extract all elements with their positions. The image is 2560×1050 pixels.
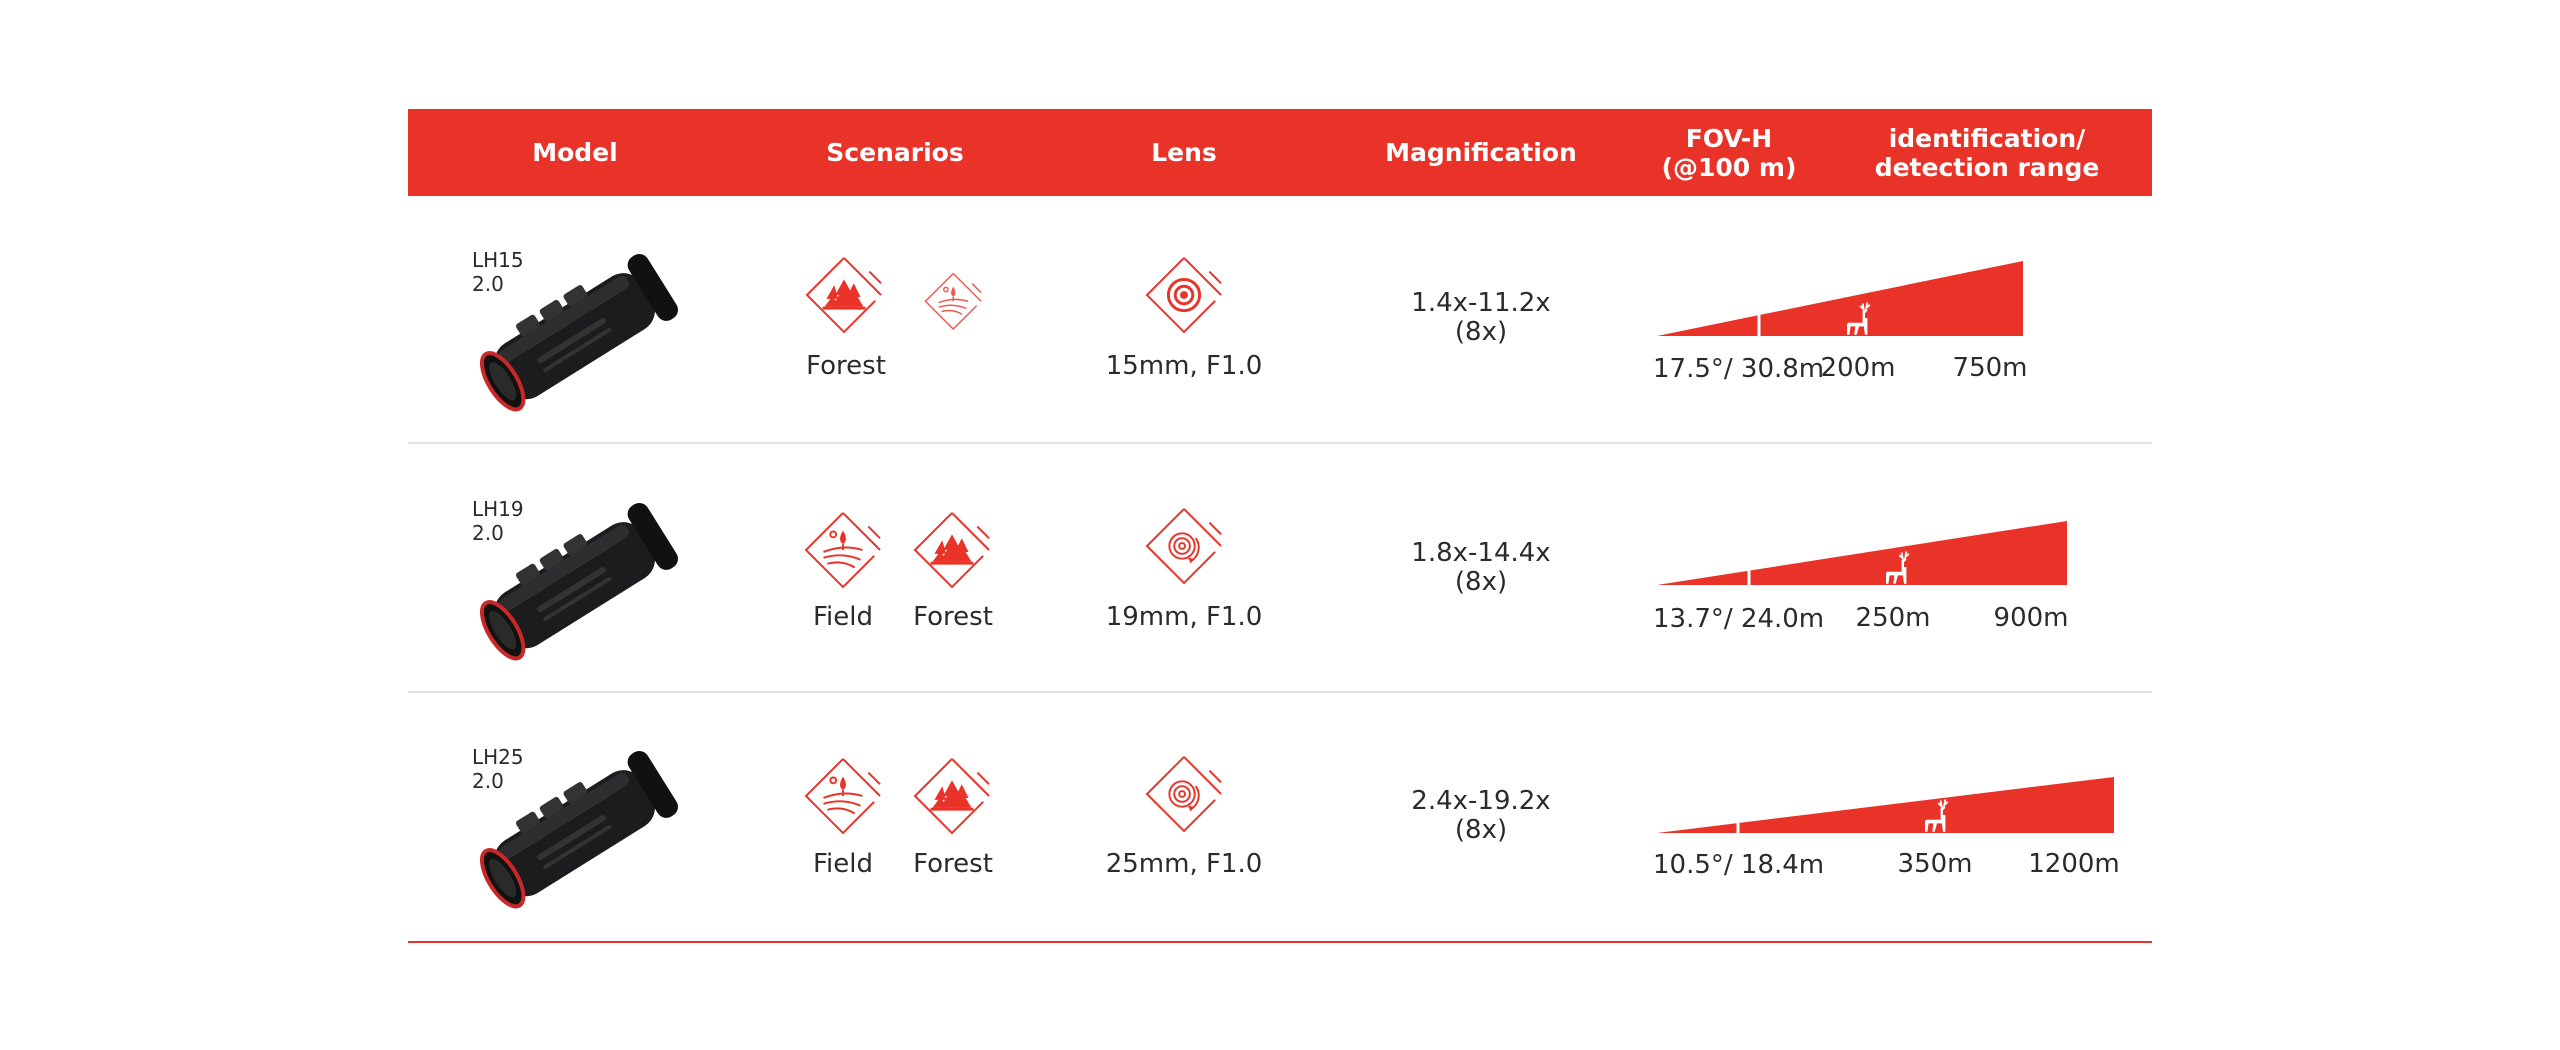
model-name: LH15 2.0 [472,248,524,296]
identification-range: 250m [1855,603,1931,633]
magnification-digital: (8x) [1454,567,1508,597]
range-wedge-shape [1657,777,2114,833]
range-wedge-shape [1657,261,2023,336]
header-range: identification/ detection range [1874,123,2100,182]
scenario-label: Field [812,849,874,879]
monocular-image [479,254,678,412]
deer-icon [1847,302,1871,335]
identification-range: 350m [1897,849,1973,879]
range-wedge-shape [1657,521,2067,585]
forest-icon [913,758,990,835]
scenario-label: Forest [913,602,993,632]
lens-spec: 15mm, F1.0 [1105,351,1263,381]
header-magnification: Magnification [1385,138,1577,167]
header-scenarios: Scenarios [826,138,964,167]
header-lens: Lens [1151,138,1217,167]
lens-spec: 25mm, F1.0 [1105,849,1263,879]
row-divider [408,691,2152,693]
fov-value: 17.5°/ 30.8m [1653,354,1825,384]
magnification-range: 1.4x-11.2x [1411,288,1551,318]
table-bottom-line [408,941,2152,943]
header-model: Model [532,138,618,167]
model-name: LH19 2.0 [472,497,524,545]
detection-range: 750m [1952,353,2028,383]
magnification-range: 1.8x-14.4x [1411,538,1551,568]
detection-range: 900m [1993,603,2069,633]
range-wedge [1657,777,2114,833]
lens-zoom-icon [1145,756,1222,833]
row-divider [408,442,2152,444]
model-name: LH25 2.0 [472,745,524,793]
detection-range: 1200m [2028,849,2120,879]
scenario-label: Forest [806,351,886,381]
range-wedge [1657,261,2023,336]
magnification-digital: (8x) [1454,815,1508,845]
lens-spec: 19mm, F1.0 [1105,602,1263,632]
table-header: Model Scenarios Lens Magnification FOV-H… [408,109,2152,196]
fov-value: 13.7°/ 24.0m [1653,604,1825,634]
identification-range: 200m [1820,353,1896,383]
scenario-label: Forest [913,849,993,879]
forest-icon [913,512,990,589]
header-fov: FOV-H (@100 m) [1661,123,1797,182]
magnification-digital: (8x) [1454,317,1508,347]
magnification-range: 2.4x-19.2x [1411,786,1551,816]
lens-target-icon [1145,257,1222,334]
monocular-image [479,751,678,909]
deer-icon [1925,799,1949,832]
field-icon [924,272,982,330]
monocular-image [479,503,678,661]
fov-value: 10.5°/ 18.4m [1653,850,1825,880]
forest-icon [805,257,882,334]
deer-icon [1886,551,1910,584]
scenario-label: Field [812,602,874,632]
field-icon [804,758,881,835]
lens-zoom-icon [1145,508,1222,585]
range-wedge [1657,521,2067,585]
field-icon [804,512,881,589]
